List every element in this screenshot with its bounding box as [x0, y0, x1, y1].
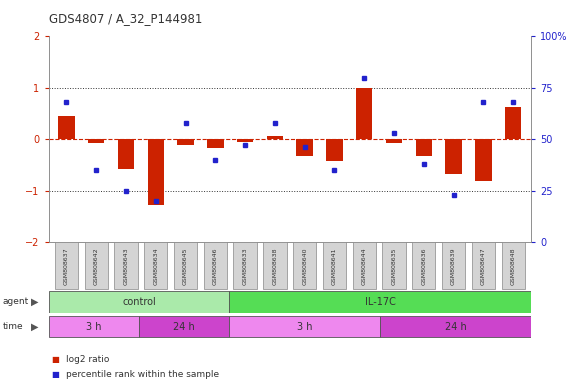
Bar — [263, 242, 287, 290]
Text: ▶: ▶ — [31, 322, 39, 332]
Bar — [174, 242, 197, 290]
Text: ▶: ▶ — [31, 297, 39, 307]
Text: 3 h: 3 h — [297, 322, 312, 332]
Text: 24 h: 24 h — [445, 322, 467, 332]
Bar — [293, 242, 316, 290]
Bar — [234, 242, 257, 290]
Bar — [178, 139, 194, 146]
Bar — [472, 242, 495, 290]
Bar — [207, 139, 223, 149]
Bar — [356, 88, 372, 139]
Text: GSM808634: GSM808634 — [153, 247, 158, 285]
Text: GSM808640: GSM808640 — [302, 247, 307, 285]
Text: GDS4807 / A_32_P144981: GDS4807 / A_32_P144981 — [49, 12, 202, 25]
Bar — [442, 242, 465, 290]
Text: GSM808646: GSM808646 — [213, 247, 218, 285]
Text: GSM808638: GSM808638 — [272, 247, 278, 285]
Bar — [147, 139, 164, 205]
Text: log2 ratio: log2 ratio — [66, 354, 109, 364]
Bar — [475, 139, 492, 181]
Bar — [49, 316, 139, 338]
Text: GSM808645: GSM808645 — [183, 247, 188, 285]
Bar — [353, 242, 376, 290]
Bar — [230, 316, 380, 338]
Bar — [326, 139, 343, 161]
Bar — [380, 316, 531, 338]
Bar — [386, 139, 402, 143]
Bar — [505, 108, 521, 139]
Text: GSM808637: GSM808637 — [64, 247, 69, 285]
Bar — [230, 291, 531, 313]
Bar — [237, 139, 254, 142]
Text: GSM808641: GSM808641 — [332, 247, 337, 285]
Text: time: time — [3, 322, 23, 331]
Text: 3 h: 3 h — [86, 322, 102, 332]
Bar — [267, 136, 283, 139]
Text: GSM808633: GSM808633 — [243, 247, 248, 285]
Text: GSM808639: GSM808639 — [451, 247, 456, 285]
Bar — [383, 242, 405, 290]
Bar — [49, 291, 230, 313]
Text: control: control — [122, 297, 156, 307]
Bar — [416, 139, 432, 156]
Text: GSM808643: GSM808643 — [123, 247, 128, 285]
Text: GSM808635: GSM808635 — [392, 247, 396, 285]
Text: GSM808647: GSM808647 — [481, 247, 486, 285]
Bar — [501, 242, 525, 290]
Bar — [204, 242, 227, 290]
Bar — [144, 242, 167, 290]
Bar — [118, 139, 134, 169]
Bar — [445, 139, 462, 174]
Text: 24 h: 24 h — [174, 322, 195, 332]
Bar — [323, 242, 346, 290]
Bar — [85, 242, 108, 290]
Bar — [58, 116, 75, 139]
Bar — [412, 242, 436, 290]
Bar — [139, 316, 230, 338]
Text: GSM808642: GSM808642 — [94, 247, 99, 285]
Bar — [88, 139, 104, 143]
Bar — [296, 139, 313, 156]
Text: agent: agent — [3, 297, 29, 306]
Text: GSM808636: GSM808636 — [421, 247, 427, 285]
Text: percentile rank within the sample: percentile rank within the sample — [66, 370, 219, 379]
Bar — [55, 242, 78, 290]
Text: GSM808644: GSM808644 — [362, 247, 367, 285]
Text: ■: ■ — [51, 354, 59, 364]
Bar — [114, 242, 138, 290]
Text: IL-17C: IL-17C — [365, 297, 396, 307]
Text: ■: ■ — [51, 370, 59, 379]
Text: GSM808648: GSM808648 — [510, 247, 516, 285]
